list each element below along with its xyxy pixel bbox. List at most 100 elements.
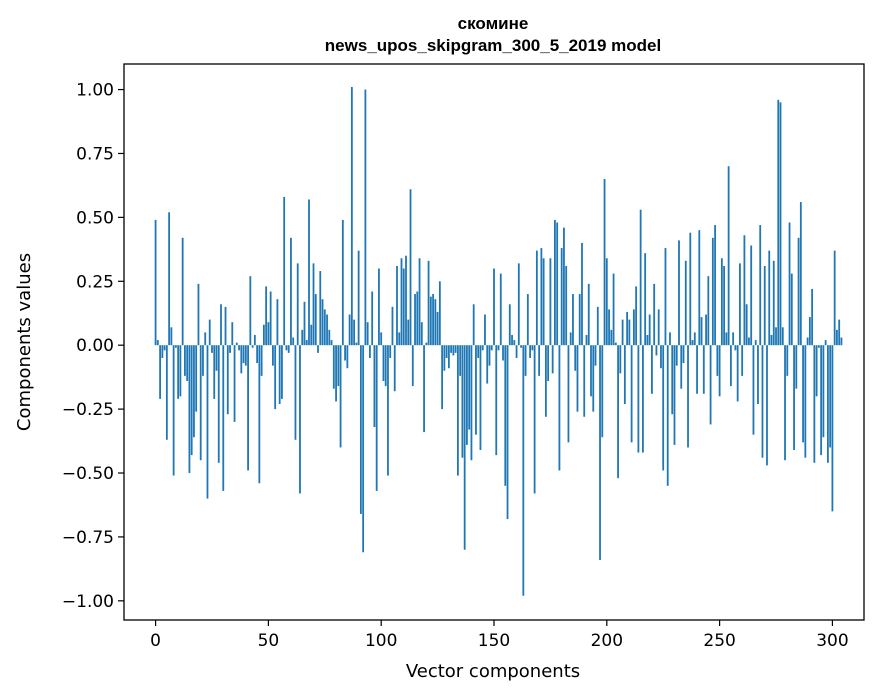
bar-230 — [673, 345, 676, 445]
bar-18 — [195, 345, 198, 412]
bar-180 — [560, 248, 563, 346]
bar-113 — [409, 189, 412, 346]
bar-10 — [177, 345, 180, 399]
bar-102 — [384, 345, 387, 387]
bar-96 — [371, 291, 374, 346]
bar-182 — [565, 265, 568, 346]
bar-129 — [445, 345, 448, 358]
bar-49 — [265, 286, 268, 346]
bar-271 — [766, 345, 768, 466]
bar-284 — [795, 345, 798, 389]
bar-240 — [696, 345, 698, 394]
bar-274 — [772, 260, 775, 346]
bar-192 — [587, 283, 590, 346]
bar-178 — [556, 222, 559, 346]
bar-47 — [260, 345, 263, 376]
bar-177 — [554, 219, 556, 346]
bar-121 — [427, 260, 430, 346]
bar-92 — [362, 345, 365, 553]
bar-110 — [402, 268, 405, 346]
bar-217 — [644, 253, 647, 346]
y-tick-label-1: 0.75 — [76, 144, 114, 164]
x-tick-label-150: 150 — [478, 631, 510, 651]
bar-164 — [524, 345, 527, 376]
bar-176 — [551, 345, 554, 374]
bar-303 — [838, 319, 841, 346]
bar-269 — [761, 345, 764, 458]
bar-147 — [486, 345, 489, 384]
bar-131 — [450, 345, 453, 353]
bar-193 — [590, 345, 592, 397]
bar-189 — [581, 242, 583, 346]
bar-163 — [522, 345, 525, 596]
bar-12 — [181, 237, 184, 346]
bar-57 — [283, 196, 286, 346]
bar-275 — [775, 327, 777, 346]
bar-225 — [662, 345, 665, 471]
bar-300 — [831, 345, 834, 512]
bar-156 — [506, 345, 509, 520]
bar-123 — [432, 294, 434, 346]
bar-259 — [739, 263, 741, 346]
bar-215 — [639, 209, 642, 346]
bar-209 — [626, 311, 629, 346]
bar-216 — [642, 345, 644, 453]
bar-50 — [267, 322, 270, 346]
bar-137 — [463, 345, 466, 550]
bar-16 — [190, 345, 193, 456]
bar-58 — [285, 345, 288, 351]
bar-265 — [752, 345, 755, 435]
bar-207 — [621, 319, 624, 346]
bar-212 — [632, 309, 635, 346]
bar-101 — [382, 345, 385, 381]
bar-62 — [294, 345, 297, 440]
bar-33 — [229, 345, 231, 353]
bar-199 — [603, 179, 606, 346]
bar-232 — [678, 240, 680, 346]
bar-83 — [341, 219, 344, 346]
bar-205 — [617, 345, 619, 479]
bar-235 — [684, 260, 687, 346]
bar-186 — [574, 345, 577, 371]
bar-295 — [820, 345, 823, 456]
bar-78 — [330, 340, 333, 346]
bar-95 — [369, 345, 371, 358]
bar-283 — [793, 345, 795, 451]
bar-119 — [423, 345, 425, 433]
bar-71 — [314, 294, 317, 346]
bar-39 — [242, 345, 245, 364]
bar-270 — [763, 265, 766, 346]
bar-142 — [475, 345, 477, 435]
bar-195 — [594, 345, 597, 366]
bar-55 — [278, 345, 281, 404]
bar-38 — [240, 345, 243, 374]
bar-89 — [355, 342, 358, 346]
bar-252 — [723, 265, 726, 346]
bar-154 — [502, 345, 504, 361]
bar-254 — [727, 166, 730, 346]
bar-233 — [680, 345, 683, 389]
bar-203 — [612, 273, 615, 346]
bar-28 — [217, 345, 220, 463]
bar-198 — [601, 345, 604, 438]
bar-44 — [253, 334, 256, 346]
bar-20 — [199, 345, 202, 461]
bar-66 — [303, 301, 306, 346]
bar-251 — [720, 258, 723, 346]
bar-79 — [332, 345, 335, 389]
bar-168 — [533, 345, 536, 494]
bar-13 — [184, 345, 186, 376]
bar-32 — [226, 345, 229, 415]
bar-126 — [438, 281, 441, 346]
bar-115 — [414, 294, 416, 346]
bar-181 — [563, 227, 565, 346]
bar-222 — [655, 345, 658, 356]
bar-9 — [174, 345, 177, 348]
bar-111 — [405, 255, 407, 346]
bar-226 — [664, 248, 667, 346]
bar-165 — [526, 294, 529, 346]
bar-63 — [296, 263, 299, 346]
bar-221 — [653, 283, 656, 346]
bar-214 — [637, 345, 640, 453]
